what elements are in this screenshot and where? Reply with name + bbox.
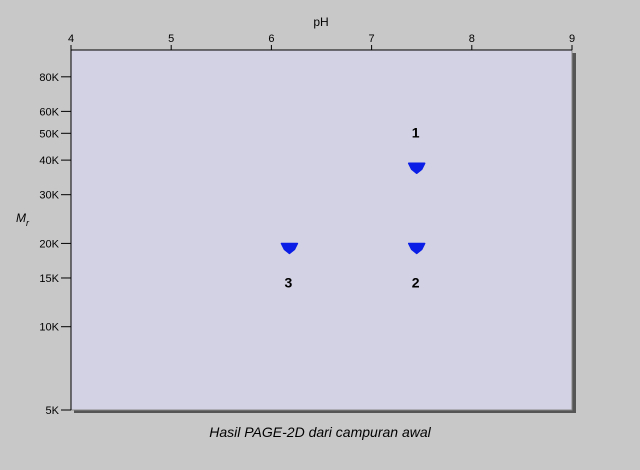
spot-label: 1 [412,124,420,140]
x-axis-title: pH [313,15,328,29]
plot-area [70,49,573,411]
y-tick-label: 15K [39,273,59,285]
spot-marker [280,242,299,255]
figure-caption: Hasil PAGE-2D dari campuran awal [209,424,431,440]
y-tick-label: 20K [39,238,59,250]
x-tick-label: 7 [369,33,375,45]
y-tick-label: 40K [39,155,59,167]
x-tick-label: 9 [569,33,575,45]
y-axis-title-sub: r [26,218,30,228]
spot-marker [407,162,426,175]
y-axis-title: Mr [16,211,30,228]
spot-label: 3 [285,274,293,290]
x-tick-label: 8 [469,33,475,45]
spots: 1 2 3 [280,124,426,290]
y-ticks: 80K 60K 50K 40K 30K 20K 15K 10K 5K [39,72,71,417]
y-tick-label: 5K [46,405,60,417]
spot-label: 2 [412,274,420,290]
y-tick-label: 60K [39,106,59,118]
y-tick-label: 50K [39,128,59,140]
x-tick-label: 6 [268,33,274,45]
x-tick-label: 5 [168,33,174,45]
y-tick-label: 80K [39,72,59,84]
x-tick-label: 4 [68,33,74,45]
spot-marker [407,242,426,255]
y-axis-title-main: M [16,211,26,225]
y-tick-label: 10K [39,322,59,334]
y-tick-label: 30K [39,190,59,202]
x-ticks: 4 5 6 7 8 9 [68,33,575,50]
